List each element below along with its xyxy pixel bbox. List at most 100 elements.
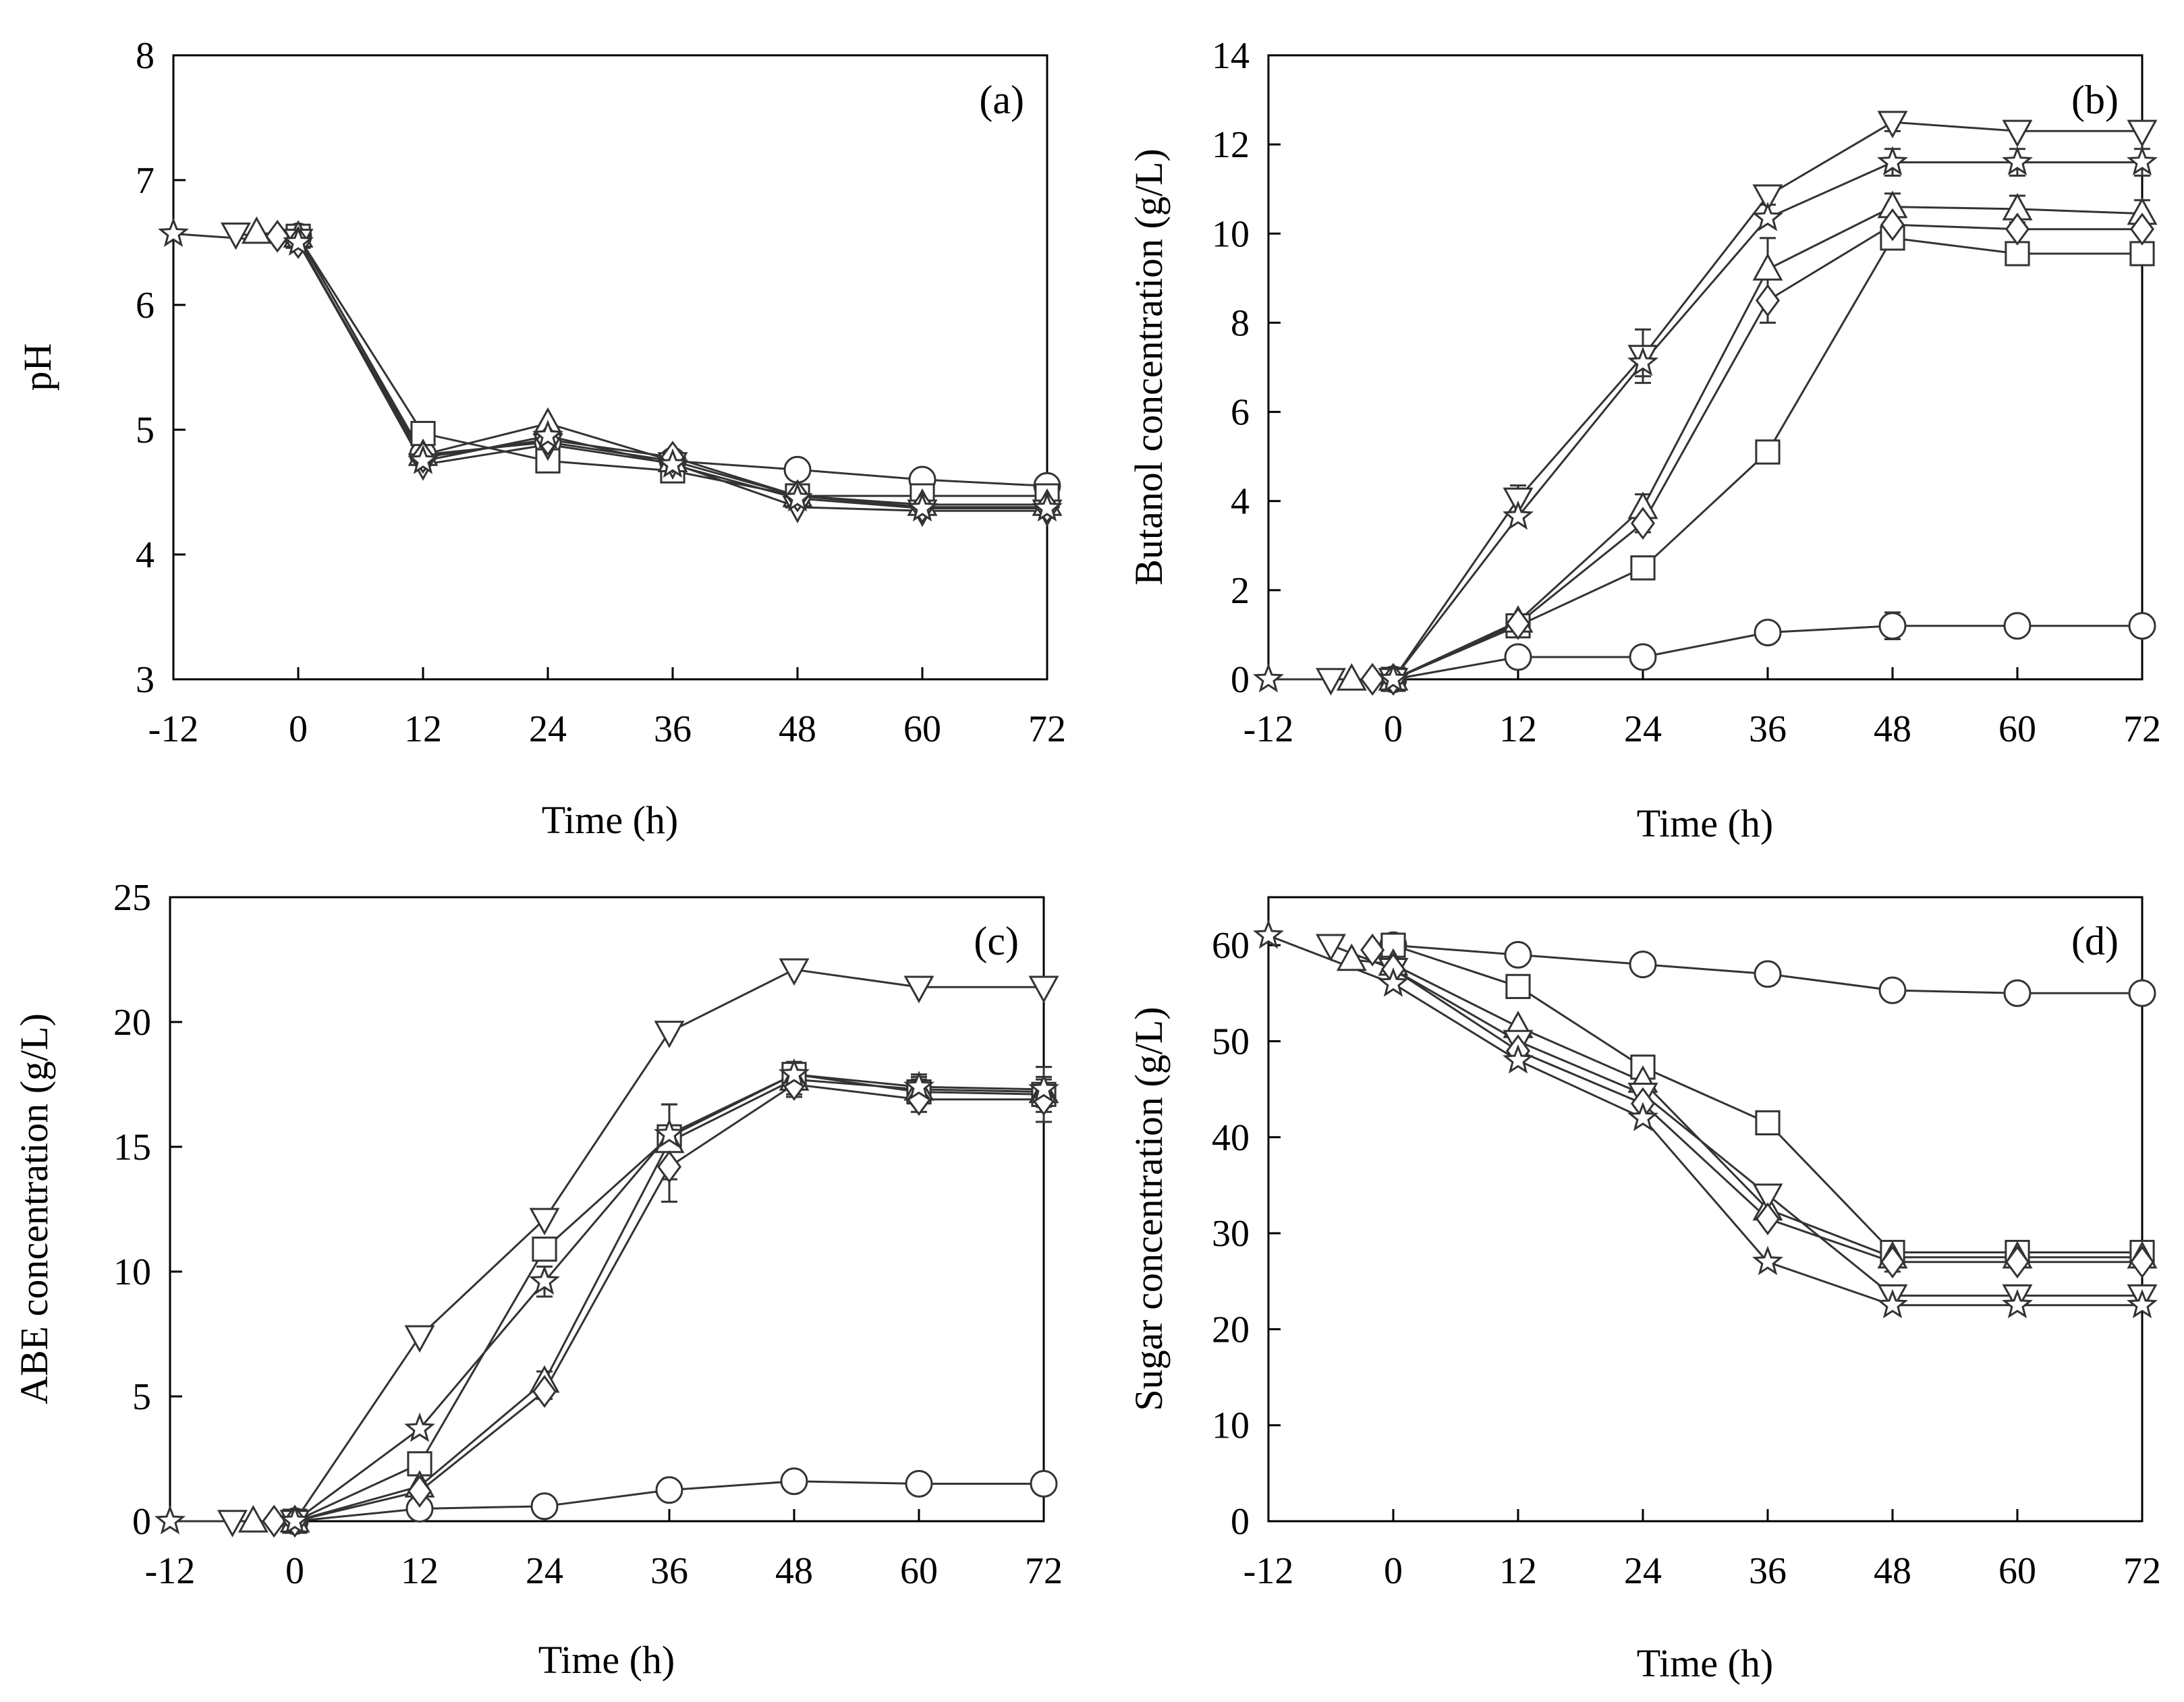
panel-d-series-triangle-down-line — [1330, 944, 2142, 1297]
panel-a-xtick-label: 0 — [289, 708, 308, 750]
panel-b-ytick-label: 2 — [1231, 570, 1250, 612]
panel-b-series-square-point — [1755, 439, 1781, 465]
panel-a-ytick-label: 7 — [136, 160, 155, 202]
panel-b-xtick-label: 36 — [1749, 708, 1787, 750]
panel-c-series-triangle-down-point — [1028, 975, 1059, 1004]
panel-c-xtick-label: 0 — [285, 1550, 304, 1592]
panel-b-xtick-label: 24 — [1624, 708, 1662, 750]
panel-c-series-triangle-down-point — [779, 958, 810, 986]
panel-d-ytick-label: 20 — [1212, 1309, 1250, 1351]
panel-c-series-circle-point — [780, 1467, 808, 1496]
panel-d-xtick-label: 24 — [1624, 1550, 1662, 1592]
panel-b-series-triangle-down-point — [1752, 184, 1783, 212]
panel-a-series-star-line — [173, 233, 1047, 509]
panel-d-ytick-label: 60 — [1212, 925, 1250, 967]
panel-d-series-diamond-line — [1372, 949, 2142, 1264]
panel-d-series-star-point — [1627, 1102, 1659, 1131]
panel-d-series-circle-point — [1754, 960, 1782, 988]
panel-a-xtick-label: 12 — [404, 708, 442, 750]
panel-c-series-triangle-down-point — [529, 1208, 560, 1236]
panel-b-ytick-label: 10 — [1212, 213, 1250, 255]
panel-d-xtick-label: 12 — [1499, 1550, 1537, 1592]
panel-c-series-square-point — [532, 1237, 557, 1262]
panel-b-ytick-label: 6 — [1231, 392, 1250, 434]
panel-d-series-circle-point — [1878, 976, 1907, 1004]
panel-b-series-diamond-point — [1630, 507, 1656, 540]
panel-c-series-diamond-point — [656, 1150, 682, 1183]
panel-c-xlabel: Time (h) — [538, 1638, 675, 1682]
panel-a-series-diamond-point — [265, 219, 290, 253]
panel-c-series-star-point — [528, 1265, 561, 1295]
panel-c-ytick-label: 0 — [132, 1501, 151, 1543]
panel-b-series-star-point — [1876, 146, 1909, 176]
panel-a-xtick-label: 48 — [779, 708, 816, 750]
panel-c-series-diamond-point — [407, 1475, 432, 1508]
panel-b-series-circle-point — [1878, 612, 1907, 640]
panel-d-xtick-label: 48 — [1874, 1550, 1911, 1592]
panel-a-xtick-label: 72 — [1028, 708, 1066, 750]
panel-d-series-star-point — [1253, 919, 1284, 949]
panel-b-ytick-label: 14 — [1212, 35, 1250, 77]
panel-a-frame — [172, 54, 1048, 681]
panel-a-ytick-label: 8 — [136, 35, 155, 77]
panel-a-series-star-point — [408, 445, 439, 474]
panel-c-series-circle-point — [905, 1470, 933, 1498]
panel-c-series-circle-point — [655, 1476, 683, 1504]
panel-a-ytick-label: 6 — [136, 285, 155, 327]
panel-b-series-star-point — [1627, 346, 1659, 376]
panel-b-series-circle-point — [2003, 612, 2032, 640]
panel-b-tag: (b) — [2071, 78, 2119, 122]
panel-a-series-triangle-down-point — [221, 222, 251, 250]
panel-d-series-diamond-point — [1880, 1245, 1905, 1279]
panel-c-xtick-label: 72 — [1025, 1550, 1063, 1592]
panel-b-series-diamond-point — [2129, 212, 2155, 246]
panel-d-xlabel: Time (h) — [1637, 1641, 1774, 1685]
panel-a-series-star-point — [782, 482, 813, 512]
panel-b-frame — [1267, 54, 2144, 681]
panel-c-ytick-label: 15 — [113, 1127, 151, 1168]
panel-a-xtick-label: 24 — [529, 708, 567, 750]
panel-a-series-star-point — [656, 448, 689, 478]
panel-d-series-square-point — [1755, 1110, 1781, 1136]
panel-d-series-star-line — [1268, 934, 2142, 1307]
panel-b-ytick-label: 8 — [1231, 302, 1250, 344]
panel-d-ytick-label: 40 — [1212, 1117, 1250, 1159]
panel-d-series-circle-point — [1629, 951, 1657, 979]
panel-b-series-triangle-down-point — [1877, 111, 1908, 139]
panel-a-ytick-label: 4 — [136, 534, 155, 576]
panel-d-series-star-point — [2126, 1288, 2158, 1319]
panel-b-series-diamond-point — [1505, 607, 1531, 640]
panel-c-series-triangle-down-point — [217, 1510, 248, 1538]
panel-d-series-diamond-point — [1360, 933, 1385, 967]
panel-c-tag: (c) — [974, 919, 1019, 963]
panel-c-ytick-label: 5 — [132, 1376, 151, 1418]
panel-d-series-star-point — [1503, 1044, 1534, 1074]
panel-b-series-diamond-point — [1755, 284, 1781, 317]
panel-c-series-star-line — [170, 1073, 1044, 1523]
panel-d-ytick-label: 0 — [1231, 1501, 1250, 1543]
panel-c-series-square-point — [407, 1451, 432, 1477]
panel-d-ylabel: Sugar concentration (g/L) — [1127, 1006, 1171, 1411]
panel-b-xtick-label: 60 — [1998, 708, 2036, 750]
panel-a-tag: (a) — [979, 78, 1024, 122]
panel-c-ytick-label: 25 — [113, 877, 151, 919]
panel-d-series-circle-point — [1504, 940, 1532, 969]
panel-b-ytick-label: 0 — [1231, 659, 1250, 701]
panel-b-series-star-point — [1252, 662, 1285, 693]
panel-d-frame — [1267, 896, 2144, 1523]
panel-d-series-star-point — [2001, 1288, 2034, 1319]
panel-d-series-diamond-point — [1755, 1202, 1781, 1236]
panel-b-xtick-label: 0 — [1384, 708, 1403, 750]
panel-b-series-circle-point — [1504, 643, 1532, 671]
panel-d-xtick-label: 72 — [2123, 1550, 2161, 1592]
panel-d-tag: (d) — [2071, 919, 2119, 963]
panel-d-series-circle-point — [2003, 979, 2032, 1007]
panel-d-series-star-point — [1876, 1288, 1909, 1319]
panel-b-series-star-point — [1377, 662, 1409, 693]
panel-c-series-diamond-line — [274, 1083, 1044, 1523]
panel-a-series-triangle-up-point — [241, 216, 272, 244]
panel-c-ylabel: ABE concentration (g/L) — [12, 1013, 56, 1405]
panel-c-xtick-label: -12 — [145, 1550, 196, 1592]
